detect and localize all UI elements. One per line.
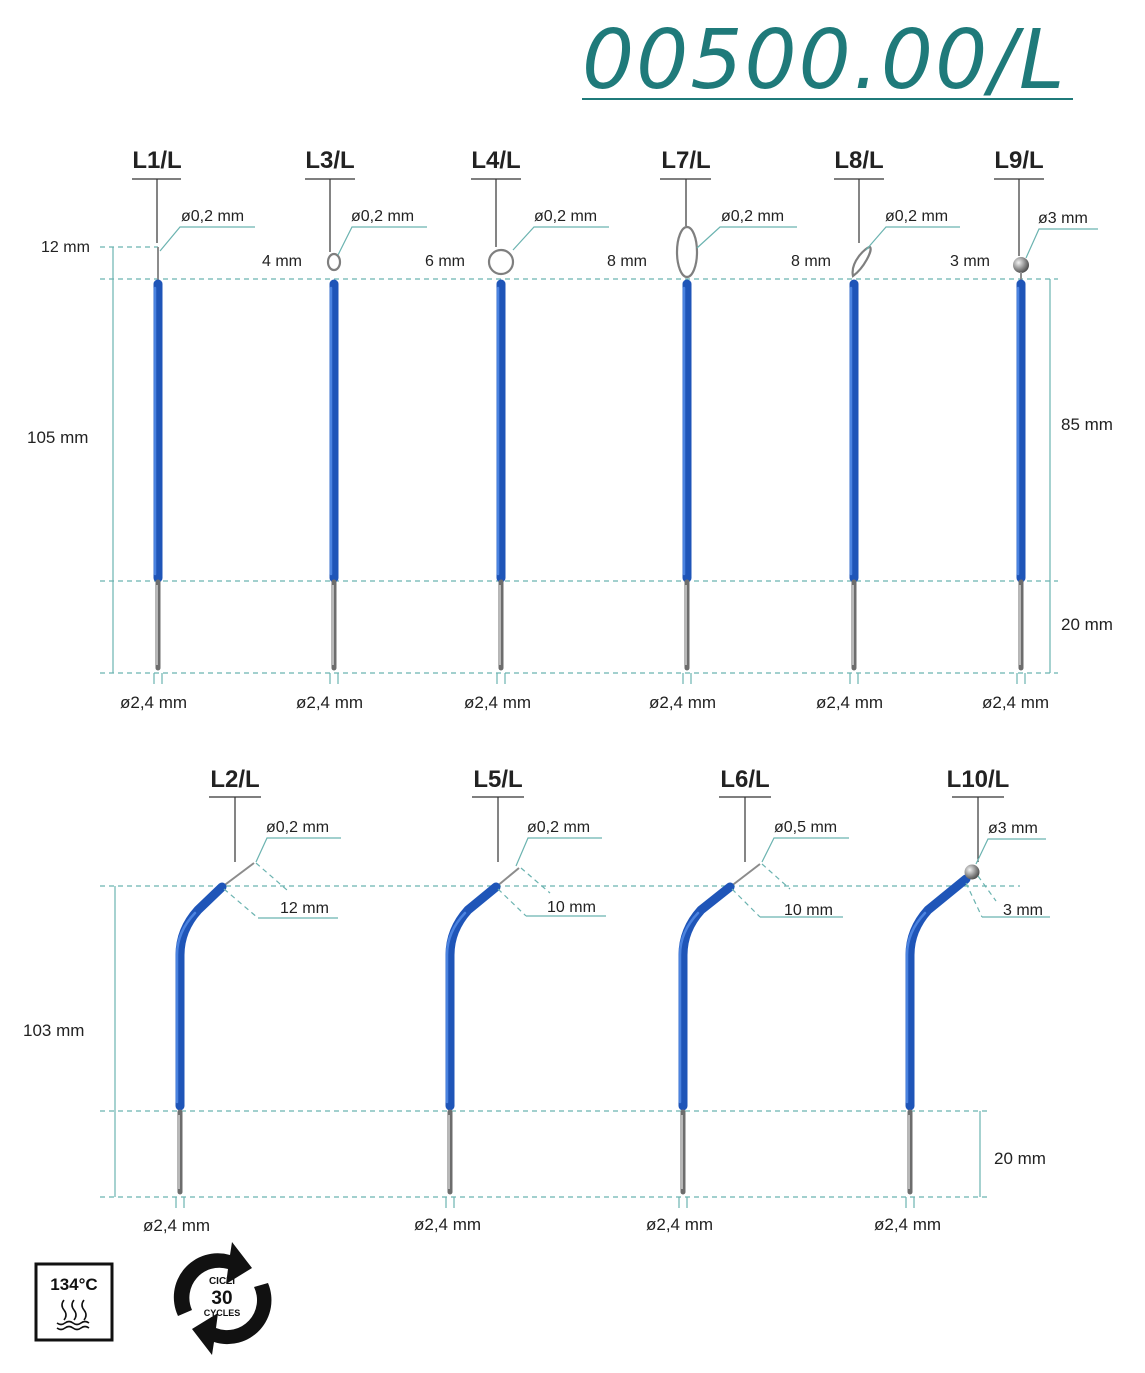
electrode-l4: L4/L ø0,2 mm 6 mm ø2,4 mm — [425, 147, 609, 712]
total-length-label: 105 mm — [27, 428, 88, 447]
electrode-l5: L5/L ø0,2 mm 10 mm ø2,4 mm — [414, 766, 606, 1234]
tip-diameter-label: ø0,2 mm — [721, 208, 784, 225]
tip-diameter-leader — [761, 837, 849, 863]
electrode-code: L4/L — [471, 147, 520, 174]
tip-diameter-label: ø0,2 mm — [266, 819, 329, 836]
tip-diameter-label: ø0,2 mm — [351, 208, 414, 225]
needle-tip — [729, 863, 761, 888]
electrode-l1: L1/L ø0,2 mm 12 mm ø2,4 mm — [41, 147, 255, 712]
base-diameter-label: ø2,4 mm — [874, 1215, 941, 1234]
tip-diameter-leader — [255, 837, 341, 863]
tip-diameter-leader — [512, 226, 609, 251]
pin-length-label: 20 mm — [994, 1149, 1046, 1168]
base-diameter-label: ø2,4 mm — [649, 693, 716, 712]
tip-diameter-label: ø0,2 mm — [885, 208, 948, 225]
insulated-sleeve — [905, 874, 971, 1111]
base-diameter-label: ø2,4 mm — [646, 1215, 713, 1234]
tip-diameter-label: ø0,2 mm — [181, 208, 244, 225]
tip-length-label: 8 mm — [607, 253, 647, 270]
header: 00500.00/L — [582, 13, 1073, 108]
electrode-l9: L9/L ø3 mm 3 mm ø2,4 mm — [950, 147, 1098, 712]
tip-diameter-leader — [515, 837, 602, 867]
ball-tip — [964, 864, 980, 880]
electrode-code: L10/L — [947, 766, 1010, 793]
base-diameter-label: ø2,4 mm — [464, 693, 531, 712]
cycles-top-label: CICLI — [209, 1276, 235, 1287]
electrode-l8: L8/L ø0,2 mm 8 mm ø2,4 mm — [791, 147, 960, 712]
sleeve-length-label: 85 mm — [1061, 415, 1113, 434]
needle-tip — [221, 862, 255, 888]
tip-diameter-label: ø0,5 mm — [774, 819, 837, 836]
tip-length-label: 12 mm — [41, 239, 90, 256]
base-diameter-label: ø2,4 mm — [296, 693, 363, 712]
round-loop-tip — [487, 248, 515, 276]
insulated-sleeve — [445, 882, 501, 1111]
electrode-l10: L10/L ø3 mm 3 mm ø2,4 mm — [874, 766, 1050, 1234]
electrode-code: L8/L — [834, 147, 883, 174]
tip-diameter-leader — [1025, 228, 1098, 259]
electrode-l2: L2/L ø0,2 mm 12 mm ø2,4 mm — [143, 766, 341, 1235]
tip-length-label: 3 mm — [1003, 902, 1043, 919]
electrode-l6: L6/L ø0,5 mm 10 mm ø2,4 mm — [646, 766, 849, 1234]
tip-length-label: 3 mm — [950, 253, 990, 270]
tip-diameter-leader — [865, 226, 960, 251]
electrode-code: L1/L — [132, 147, 181, 174]
tip-diameter-leader — [159, 226, 255, 252]
electrode-code: L7/L — [661, 147, 710, 174]
electrode-code: L2/L — [210, 766, 259, 793]
product-code-title: 00500.00/L — [582, 13, 1067, 108]
sterilization-badge: 134°C — [34, 1262, 114, 1342]
tip-length-label: 6 mm — [425, 253, 465, 270]
needle-tip — [495, 867, 520, 888]
angled-electrodes: 103 mm 20 mm L2/L ø0,2 mm 12 mm ø2,4 mm … — [23, 766, 1050, 1235]
total-length-label: 103 mm — [23, 1021, 84, 1040]
small-loop-tip — [326, 252, 342, 272]
cycles-count: 30 — [211, 1288, 232, 1309]
electrode-code: L6/L — [720, 766, 769, 793]
oval-loop-tip — [675, 225, 699, 279]
tip-length-label: 4 mm — [262, 253, 302, 270]
base-diameter-label: ø2,4 mm — [982, 693, 1049, 712]
tip-diameter-leader — [975, 838, 1046, 865]
electrode-code: L5/L — [473, 766, 522, 793]
insulated-sleeve — [175, 882, 227, 1111]
base-diameter-label: ø2,4 mm — [143, 1216, 210, 1235]
base-diameter-label: ø2,4 mm — [816, 693, 883, 712]
tip-diameter-label: ø3 mm — [988, 820, 1038, 837]
tip-diameter-leader — [337, 226, 427, 256]
tip-length-label: 12 mm — [280, 900, 329, 917]
tip-diameter-label: ø0,2 mm — [534, 208, 597, 225]
electrode-code: L9/L — [994, 147, 1043, 174]
cycles-badge: CICLI 30 CYCLES — [173, 1242, 272, 1355]
cycles-bottom-label: CYCLES — [204, 1308, 241, 1318]
tip-length-label: 10 mm — [784, 902, 833, 919]
electrode-code: L3/L — [305, 147, 354, 174]
base-diameter-label: ø2,4 mm — [120, 693, 187, 712]
straight-electrodes: 105 mm 85 mm 20 mm L1/L ø0,2 mm 12 mm ø2… — [27, 147, 1113, 712]
steam-icon — [56, 1299, 90, 1331]
temperature-label: 134°C — [50, 1275, 97, 1294]
tip-diameter-label: ø0,2 mm — [527, 819, 590, 836]
tip-length-label: 10 mm — [547, 899, 596, 916]
base-diameter-label: ø2,4 mm — [414, 1215, 481, 1234]
electrode-l3: L3/L ø0,2 mm 4 mm ø2,4 mm — [262, 147, 427, 712]
circular-arrows-icon — [173, 1242, 272, 1355]
tip-diameter-leader — [696, 226, 797, 249]
insulated-sleeve — [678, 882, 735, 1111]
tip-diameter-label: ø3 mm — [1038, 210, 1088, 227]
pin-length-label: 20 mm — [1061, 615, 1113, 634]
angled-loop-tip — [851, 245, 872, 278]
badge-frame — [34, 1262, 114, 1342]
ball-tip — [1013, 257, 1029, 273]
electrode-l7: L7/L ø0,2 mm 8 mm ø2,4 mm — [607, 147, 797, 712]
tip-length-label: 8 mm — [791, 253, 831, 270]
